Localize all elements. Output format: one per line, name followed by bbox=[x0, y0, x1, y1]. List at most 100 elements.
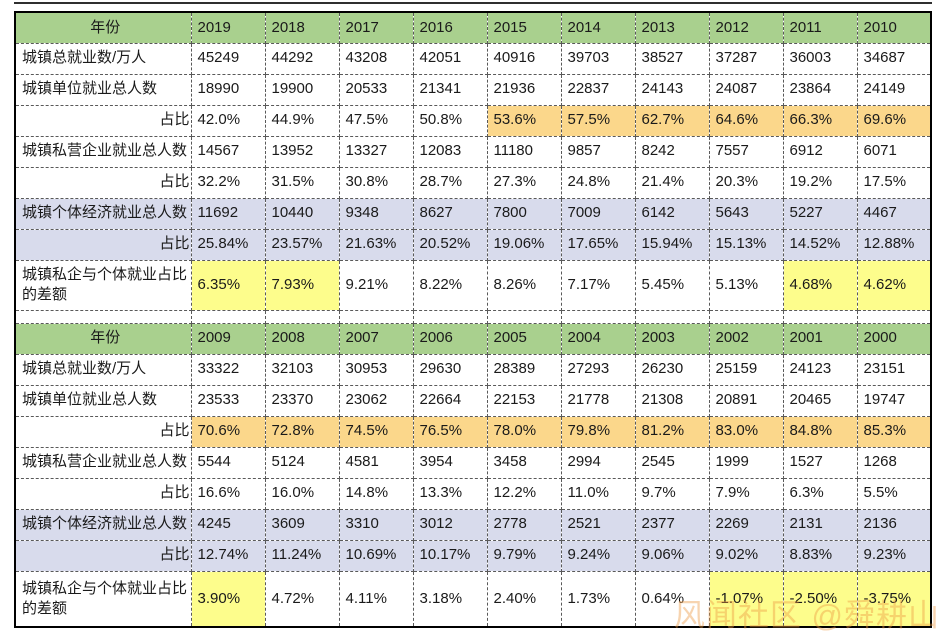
value-cell: 42051 bbox=[412, 42, 488, 75]
value-cell: 16.0% bbox=[264, 477, 340, 510]
value-cell: 23.57% bbox=[264, 228, 340, 261]
year-header-cell: 2016 bbox=[412, 11, 488, 44]
value-cell: 21778 bbox=[560, 384, 636, 417]
section-spacer-row bbox=[14, 309, 932, 324]
value-cell: 64.6% bbox=[708, 104, 784, 137]
value-cell: 11.24% bbox=[264, 539, 340, 572]
value-cell: 44292 bbox=[264, 42, 340, 75]
value-cell: 42.0% bbox=[190, 104, 266, 137]
value-cell: 5643 bbox=[708, 197, 784, 230]
spacer-cell bbox=[856, 309, 932, 324]
value-cell: 4245 bbox=[190, 508, 266, 541]
value-cell: 2269 bbox=[708, 508, 784, 541]
table-row: 占比 42.0% 44.9% 47.5% 50.8% 53.6% 57.5% 62.7% 64.… bbox=[14, 104, 932, 137]
value-cell: 7009 bbox=[560, 197, 636, 230]
row-label: 城镇私营企业就业总人数 bbox=[14, 446, 192, 479]
row-label: 占比 bbox=[14, 104, 192, 137]
table-row: 城镇私营企业就业总人数 14567 13952 13327 12083 11180 9857… bbox=[14, 135, 932, 168]
value-cell: 10.69% bbox=[338, 539, 414, 572]
value-cell: 2136 bbox=[856, 508, 932, 541]
value-cell: 24143 bbox=[634, 73, 710, 106]
value-cell: 13327 bbox=[338, 135, 414, 168]
value-cell: 8242 bbox=[634, 135, 710, 168]
value-cell: 5.5% bbox=[856, 477, 932, 510]
year-header-label: 年份 bbox=[14, 11, 192, 44]
value-cell: 84.8% bbox=[782, 415, 858, 448]
value-cell: 4.11% bbox=[338, 570, 414, 628]
value-cell: 12.74% bbox=[190, 539, 266, 572]
value-cell: 8.22% bbox=[412, 259, 488, 311]
value-cell: 11180 bbox=[486, 135, 562, 168]
value-cell: 27293 bbox=[560, 353, 636, 386]
year-header-cell: 2010 bbox=[856, 11, 932, 44]
value-cell: 30953 bbox=[338, 353, 414, 386]
table-row: 占比 32.2% 31.5% 30.8% 28.7% 27.3% 24.8% 21.4% 20.… bbox=[14, 166, 932, 199]
value-cell: 32103 bbox=[264, 353, 340, 386]
value-cell: 70.6% bbox=[190, 415, 266, 448]
spacer-cell bbox=[264, 309, 340, 324]
value-cell: -1.07% bbox=[708, 570, 784, 628]
year-header-row: 年份 2009 2008 2007 2006 2005 2004 2003 2002 2001 20… bbox=[14, 322, 932, 355]
value-cell: 25.84% bbox=[190, 228, 266, 261]
value-cell: 22837 bbox=[560, 73, 636, 106]
year-header-cell: 2004 bbox=[560, 322, 636, 355]
top-rule bbox=[14, 2, 932, 4]
value-cell: 57.5% bbox=[560, 104, 636, 137]
year-header-cell: 2008 bbox=[264, 322, 340, 355]
employment-table: 年份 2019 2018 2017 2016 2015 2014 2013 2012 2011 20… bbox=[14, 11, 932, 628]
value-cell: 20891 bbox=[708, 384, 784, 417]
value-cell: 27.3% bbox=[486, 166, 562, 199]
row-label: 城镇私企与个体就业占比的差额 bbox=[14, 570, 192, 628]
table-row: 占比 70.6% 72.8% 74.5% 76.5% 78.0% 79.8% 81.2% 83.… bbox=[14, 415, 932, 448]
value-cell: 24.8% bbox=[560, 166, 636, 199]
table-row: 占比 12.74% 11.24% 10.69% 10.17% 9.79% 9.24% 9.06… bbox=[14, 539, 932, 572]
value-cell: 26230 bbox=[634, 353, 710, 386]
table-row: 城镇单位就业总人数 18990 19900 20533 21341 21936 22837 2… bbox=[14, 73, 932, 106]
value-cell: 79.8% bbox=[560, 415, 636, 448]
value-cell: 47.5% bbox=[338, 104, 414, 137]
value-cell: 12083 bbox=[412, 135, 488, 168]
value-cell: 9.21% bbox=[338, 259, 414, 311]
value-cell: 45249 bbox=[190, 42, 266, 75]
value-cell: 24087 bbox=[708, 73, 784, 106]
value-cell: 2521 bbox=[560, 508, 636, 541]
value-cell: 7.17% bbox=[560, 259, 636, 311]
value-cell: 66.3% bbox=[782, 104, 858, 137]
year-header-cell: 2012 bbox=[708, 11, 784, 44]
value-cell: 3310 bbox=[338, 508, 414, 541]
spacer-cell bbox=[560, 309, 636, 324]
value-cell: 19747 bbox=[856, 384, 932, 417]
value-cell: 4.68% bbox=[782, 259, 858, 311]
year-header-cell: 2013 bbox=[634, 11, 710, 44]
value-cell: 6071 bbox=[856, 135, 932, 168]
row-label: 城镇私营企业就业总人数 bbox=[14, 135, 192, 168]
value-cell: 85.3% bbox=[856, 415, 932, 448]
value-cell: 9.23% bbox=[856, 539, 932, 572]
year-header-row: 年份 2019 2018 2017 2016 2015 2014 2013 2012 2011 20… bbox=[14, 11, 932, 44]
value-cell: 25159 bbox=[708, 353, 784, 386]
value-cell: 40916 bbox=[486, 42, 562, 75]
spacer-cell bbox=[338, 309, 414, 324]
row-label: 占比 bbox=[14, 477, 192, 510]
row-label: 城镇单位就业总人数 bbox=[14, 73, 192, 106]
value-cell: 24123 bbox=[782, 353, 858, 386]
value-cell: 5124 bbox=[264, 446, 340, 479]
year-header-cell: 2002 bbox=[708, 322, 784, 355]
value-cell: 8.83% bbox=[782, 539, 858, 572]
value-cell: 1999 bbox=[708, 446, 784, 479]
year-header-cell: 2018 bbox=[264, 11, 340, 44]
value-cell: 3954 bbox=[412, 446, 488, 479]
value-cell: 18990 bbox=[190, 73, 266, 106]
value-cell: 13.3% bbox=[412, 477, 488, 510]
year-header-cell: 2003 bbox=[634, 322, 710, 355]
table-row: 城镇私企与个体就业占比的差额 6.35% 7.93% 9.21% 8.22% 8.26% 7… bbox=[14, 259, 932, 311]
table-row: 城镇个体经济就业总人数 4245 3609 3310 3012 2778 2521 2377 2… bbox=[14, 508, 932, 541]
value-cell: 9.79% bbox=[486, 539, 562, 572]
table-row: 城镇个体经济就业总人数 11692 10440 9348 8627 7800 7009 614… bbox=[14, 197, 932, 230]
value-cell: 44.9% bbox=[264, 104, 340, 137]
table-row: 城镇私营企业就业总人数 5544 5124 4581 3954 3458 2994 2545 1… bbox=[14, 446, 932, 479]
year-header-cell: 2006 bbox=[412, 322, 488, 355]
table-row: 占比 25.84% 23.57% 21.63% 20.52% 19.06% 17.65% 15… bbox=[14, 228, 932, 261]
value-cell: 9.02% bbox=[708, 539, 784, 572]
